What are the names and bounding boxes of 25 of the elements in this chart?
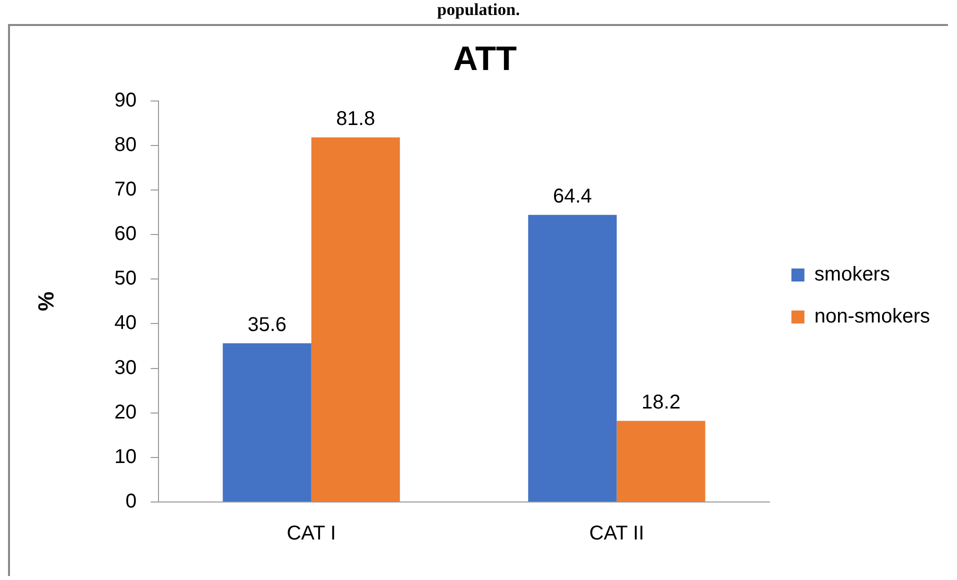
- y-tick-label: 10: [114, 446, 137, 468]
- y-tick-label: 80: [114, 134, 137, 156]
- y-tick-label: 50: [114, 268, 137, 290]
- bar: [616, 420, 706, 502]
- x-tick-label: CAT I: [286, 522, 336, 545]
- bar: [222, 343, 312, 502]
- y-tick-label: 90: [114, 89, 137, 112]
- text: population.: [436, 0, 521, 20]
- y-tick-label: 20: [114, 401, 137, 424]
- y-tick-label: 0: [126, 490, 137, 513]
- data-label: 64.4: [552, 185, 592, 208]
- bar: [528, 214, 617, 502]
- y-tick-label: 60: [114, 223, 137, 246]
- data-label: 35.6: [248, 314, 287, 336]
- x-tick-label: CAT II: [589, 522, 644, 545]
- y-axis-title: %: [33, 292, 58, 312]
- bar: [311, 137, 400, 502]
- chart-title: ATT: [453, 40, 518, 78]
- legend-label: non-smokers: [814, 306, 930, 328]
- y-tick-label: 70: [114, 178, 137, 200]
- data-label: 81.8: [336, 108, 376, 130]
- data-label: 18.2: [642, 391, 680, 414]
- legend-label: smokers: [814, 264, 890, 286]
- y-tick-label: 40: [114, 312, 137, 334]
- y-tick-label: 30: [114, 356, 137, 379]
